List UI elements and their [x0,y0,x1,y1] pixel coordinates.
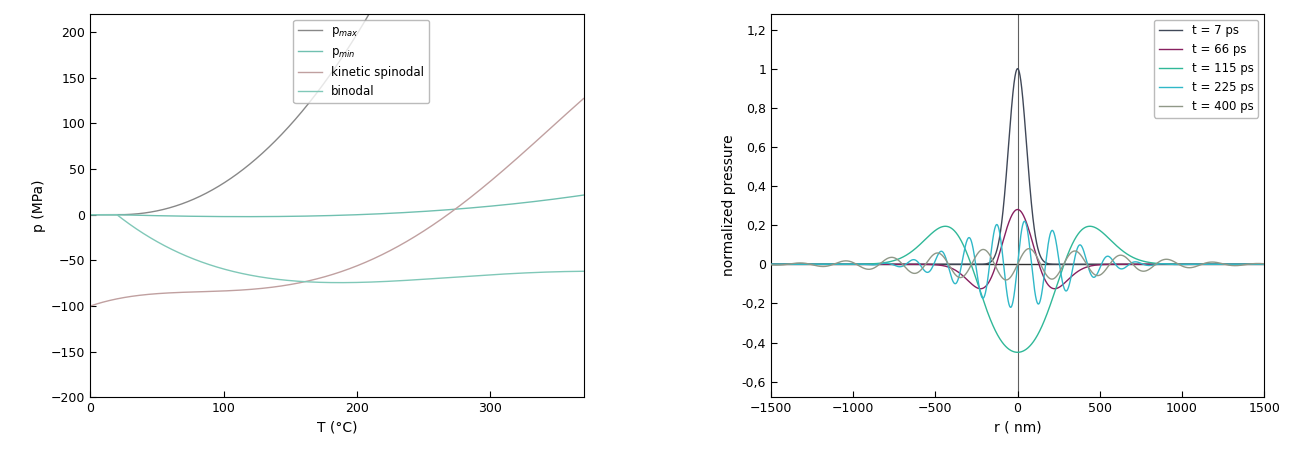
t = 400 ps [1129,266,1144,271]
Line: t = 7 ps: t = 7 ps [771,69,1264,264]
t = 225 ps [942,268,957,274]
t = 115 ps [1256,261,1272,267]
t = 7 ps [764,261,779,267]
t = 66 ps [1129,261,1144,267]
t = 7 ps [1256,261,1272,267]
t = 7 ps [1010,66,1026,72]
Line: t = 66 ps: t = 66 ps [771,209,1264,289]
X-axis label: T (°C): T (°C) [316,421,357,435]
t = 225 ps [1156,261,1171,267]
t = 115 ps [938,224,953,229]
t = 400 ps [942,263,957,269]
t = 115 ps [764,261,779,267]
t = 400 ps [1077,258,1093,263]
t = 400 ps [788,261,804,266]
t = 66 ps [788,261,804,267]
Line: t = 115 ps: t = 115 ps [771,226,1264,353]
t = 7 ps [1077,261,1093,267]
t = 225 ps [788,261,804,267]
t = 66 ps [764,261,779,267]
Y-axis label: normalized pressure: normalized pressure [722,135,737,276]
t = 225 ps [1129,259,1144,265]
t = 115 ps [1010,350,1026,355]
t = 115 ps [1055,265,1071,270]
t = 115 ps [1129,256,1144,262]
t = 66 ps [1055,282,1071,287]
t = 225 ps [1017,219,1032,224]
t = 225 ps [1055,281,1071,287]
t = 7 ps [942,261,957,267]
t = 7 ps [1156,261,1171,267]
X-axis label: r ( nm): r ( nm) [993,421,1041,435]
t = 400 ps [998,277,1014,283]
t = 225 ps [1256,261,1272,267]
Legend: t = 7 ps, t = 66 ps, t = 115 ps, t = 225 ps, t = 400 ps: t = 7 ps, t = 66 ps, t = 115 ps, t = 225… [1155,20,1258,118]
Legend: p$_{max}$, p$_{min}$, kinetic spinodal, binodal: p$_{max}$, p$_{min}$, kinetic spinodal, … [294,20,430,103]
t = 7 ps [1129,261,1144,267]
t = 66 ps [1256,261,1272,267]
Line: t = 400 ps: t = 400 ps [771,249,1264,280]
t = 66 ps [1156,261,1171,267]
t = 225 ps [764,261,779,267]
t = 66 ps [1010,207,1026,212]
t = 400 ps [764,262,779,267]
t = 115 ps [1156,261,1171,267]
t = 400 ps [1156,257,1171,262]
t = 115 ps [942,225,957,230]
t = 7 ps [788,261,804,267]
t = 225 ps [1077,251,1093,256]
t = 400 ps [1055,263,1071,268]
t = 115 ps [1077,225,1093,231]
t = 225 ps [1002,304,1018,310]
t = 66 ps [973,286,988,292]
t = 7 ps [1055,261,1071,267]
t = 66 ps [1077,265,1093,271]
t = 66 ps [942,265,957,270]
t = 400 ps [1256,261,1272,267]
Line: t = 225 ps: t = 225 ps [771,221,1264,307]
Y-axis label: p (MPa): p (MPa) [31,179,45,232]
t = 115 ps [788,261,804,267]
t = 400 ps [1022,246,1037,251]
